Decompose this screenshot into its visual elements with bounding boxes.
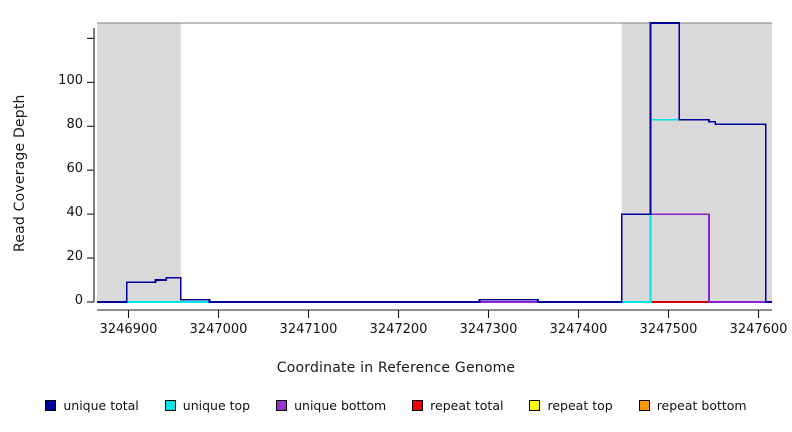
x-tick-label: 3247100 (279, 322, 338, 337)
legend-item-unique-top[interactable]: unique top (164, 398, 251, 413)
y-tick-label: 0 (74, 293, 83, 308)
legend-label: unique total (63, 398, 139, 413)
legend-item-repeat-top[interactable]: repeat top (529, 398, 613, 413)
x-tick-label: 3247500 (639, 322, 698, 337)
repeat-region-left (97, 23, 181, 302)
legend-item-repeat-bottom[interactable]: repeat bottom (638, 398, 747, 413)
y-tick-label: 60 (66, 161, 83, 177)
repeat-region-right (621, 23, 772, 302)
chart-legend: unique total unique top unique bottom repea… (0, 398, 792, 413)
legend-label: unique bottom (294, 398, 387, 413)
legend-item-unique-bottom[interactable]: unique bottom (276, 398, 386, 413)
legend-swatch-icon (638, 400, 650, 411)
legend-swatch-icon (45, 400, 57, 411)
x-tick-label: 3247200 (369, 322, 428, 337)
legend-label: repeat total (430, 398, 504, 413)
x-tick-label: 3247400 (549, 322, 608, 337)
legend-label: repeat top (547, 398, 613, 413)
y-tick-label: 40 (66, 205, 83, 221)
legend-swatch-icon (276, 400, 288, 411)
y-tick-label: 20 (66, 249, 83, 265)
legend-swatch-icon (412, 400, 424, 411)
x-tick-label: 3247000 (189, 322, 248, 337)
x-tick-label: 3247600 (729, 322, 788, 337)
legend-swatch-icon (529, 400, 541, 411)
legend-item-repeat-total[interactable]: repeat total (412, 398, 503, 413)
y-tick-label: 80 (66, 117, 83, 133)
series-unique-total (97, 22, 772, 303)
x-tick-label: 3247300 (459, 322, 518, 337)
y-axis-title: Read Coverage Depth (12, 94, 28, 252)
legend-label: repeat bottom (656, 398, 747, 413)
legend-label: unique top (182, 398, 251, 413)
y-tick-label: 100 (58, 73, 83, 89)
legend-item-unique-total[interactable]: unique total (45, 398, 139, 413)
x-tick-label: 3246900 (99, 322, 158, 337)
legend-swatch-icon (164, 400, 176, 411)
x-axis-title: Coordinate in Reference Genome (276, 360, 516, 376)
